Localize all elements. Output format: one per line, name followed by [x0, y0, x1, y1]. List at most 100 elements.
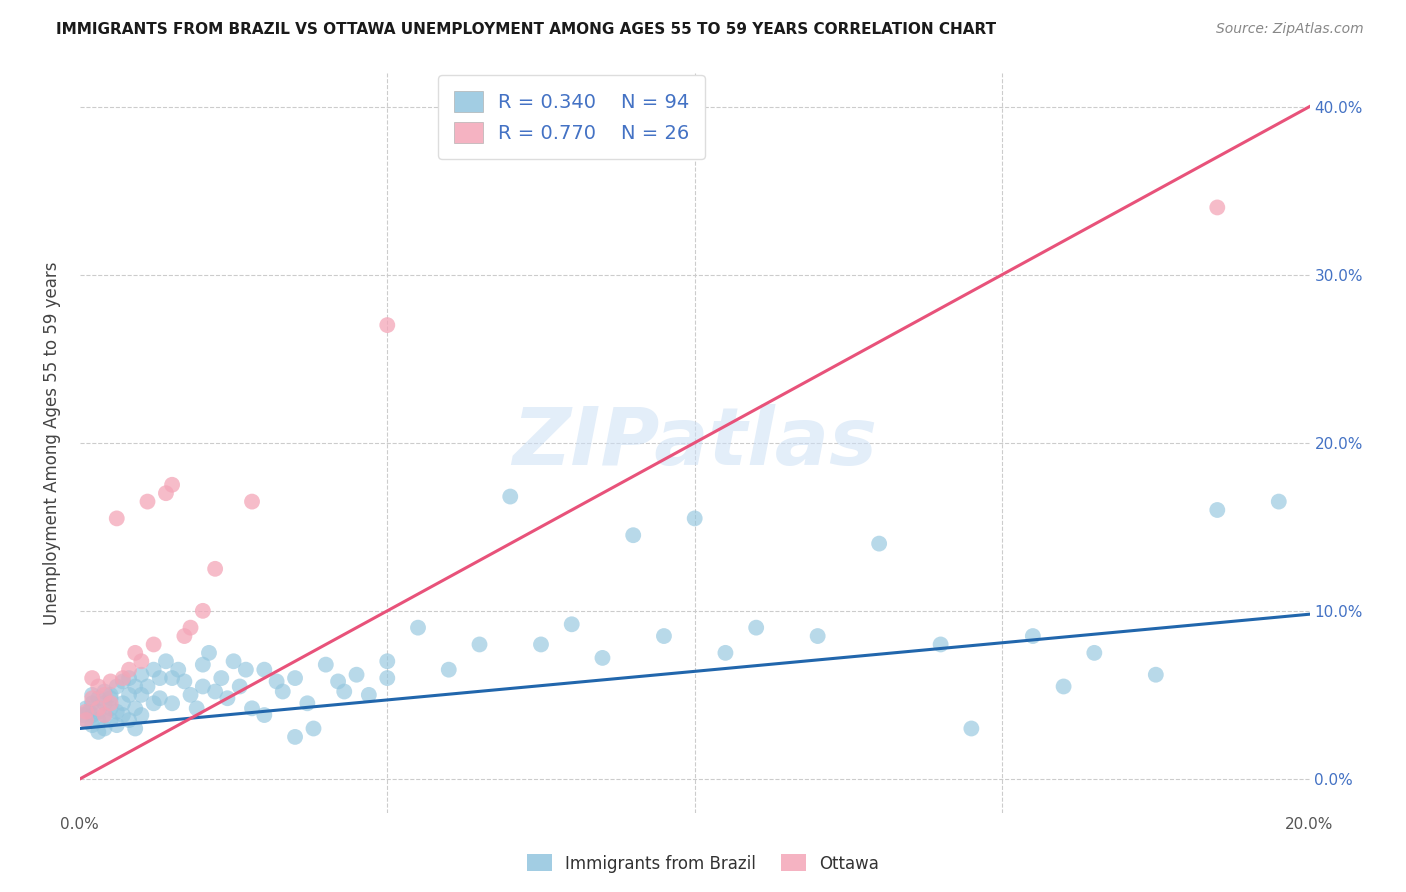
- Text: IMMIGRANTS FROM BRAZIL VS OTTAWA UNEMPLOYMENT AMONG AGES 55 TO 59 YEARS CORRELAT: IMMIGRANTS FROM BRAZIL VS OTTAWA UNEMPLO…: [56, 22, 997, 37]
- Point: [93, 688, 115, 702]
- Point: [284, 730, 307, 744]
- Point: [75, 713, 97, 727]
- Point: [131, 667, 153, 681]
- Point: [118, 663, 141, 677]
- Point: [271, 684, 294, 698]
- Point: [124, 701, 146, 715]
- Point: [235, 663, 257, 677]
- Point: [375, 318, 398, 332]
- Point: [131, 688, 153, 702]
- Point: [111, 708, 134, 723]
- Point: [75, 701, 97, 715]
- Point: [100, 713, 122, 727]
- Point: [136, 680, 159, 694]
- Point: [297, 696, 319, 710]
- Point: [124, 646, 146, 660]
- Point: [284, 671, 307, 685]
- Point: [75, 705, 97, 719]
- Legend: Immigrants from Brazil, Ottawa: Immigrants from Brazil, Ottawa: [520, 847, 886, 880]
- Point: [93, 696, 115, 710]
- Point: [191, 657, 214, 672]
- Point: [191, 604, 214, 618]
- Point: [93, 684, 115, 698]
- Point: [406, 621, 429, 635]
- Point: [652, 629, 675, 643]
- Point: [105, 511, 128, 525]
- Point: [118, 671, 141, 685]
- Point: [100, 701, 122, 715]
- Point: [621, 528, 644, 542]
- Point: [75, 713, 97, 727]
- Point: [714, 646, 737, 660]
- Point: [561, 617, 583, 632]
- Point: [124, 722, 146, 736]
- Text: Source: ZipAtlas.com: Source: ZipAtlas.com: [1216, 22, 1364, 37]
- Point: [87, 713, 110, 727]
- Point: [100, 688, 122, 702]
- Point: [160, 671, 183, 685]
- Point: [131, 654, 153, 668]
- Point: [82, 671, 104, 685]
- Point: [204, 562, 226, 576]
- Point: [240, 494, 263, 508]
- Point: [142, 696, 165, 710]
- Point: [149, 671, 172, 685]
- Point: [87, 724, 110, 739]
- Point: [118, 713, 141, 727]
- Point: [72, 708, 94, 723]
- Point: [124, 680, 146, 694]
- Point: [93, 708, 115, 723]
- Point: [160, 696, 183, 710]
- Point: [1268, 494, 1291, 508]
- Point: [87, 680, 110, 694]
- Point: [1052, 680, 1074, 694]
- Point: [142, 663, 165, 677]
- Point: [136, 494, 159, 508]
- Point: [868, 536, 890, 550]
- Point: [167, 663, 190, 677]
- Point: [87, 701, 110, 715]
- Point: [266, 674, 288, 689]
- Point: [683, 511, 706, 525]
- Point: [217, 691, 239, 706]
- Point: [87, 691, 110, 706]
- Point: [77, 705, 100, 719]
- Text: ZIPatlas: ZIPatlas: [512, 404, 877, 482]
- Point: [240, 701, 263, 715]
- Point: [326, 674, 349, 689]
- Y-axis label: Unemployment Among Ages 55 to 59 years: Unemployment Among Ages 55 to 59 years: [44, 261, 60, 624]
- Point: [745, 621, 768, 635]
- Point: [149, 691, 172, 706]
- Point: [118, 688, 141, 702]
- Point: [173, 629, 195, 643]
- Point: [155, 486, 177, 500]
- Point: [82, 708, 104, 723]
- Point: [131, 708, 153, 723]
- Point: [82, 691, 104, 706]
- Point: [1206, 201, 1229, 215]
- Point: [82, 718, 104, 732]
- Point: [302, 722, 325, 736]
- Point: [929, 637, 952, 651]
- Point: [315, 657, 337, 672]
- Point: [186, 701, 208, 715]
- Point: [173, 674, 195, 689]
- Point: [180, 688, 202, 702]
- Point: [1022, 629, 1045, 643]
- Point: [375, 654, 398, 668]
- Point: [100, 691, 122, 706]
- Point: [100, 674, 122, 689]
- Point: [1206, 503, 1229, 517]
- Point: [807, 629, 830, 643]
- Legend: R = 0.340    N = 94, R = 0.770    N = 26: R = 0.340 N = 94, R = 0.770 N = 26: [439, 75, 706, 159]
- Point: [111, 671, 134, 685]
- Point: [530, 637, 553, 651]
- Point: [82, 688, 104, 702]
- Point: [198, 646, 221, 660]
- Point: [437, 663, 460, 677]
- Point: [253, 708, 276, 723]
- Point: [209, 671, 232, 685]
- Point: [346, 667, 368, 681]
- Point: [222, 654, 245, 668]
- Point: [111, 674, 134, 689]
